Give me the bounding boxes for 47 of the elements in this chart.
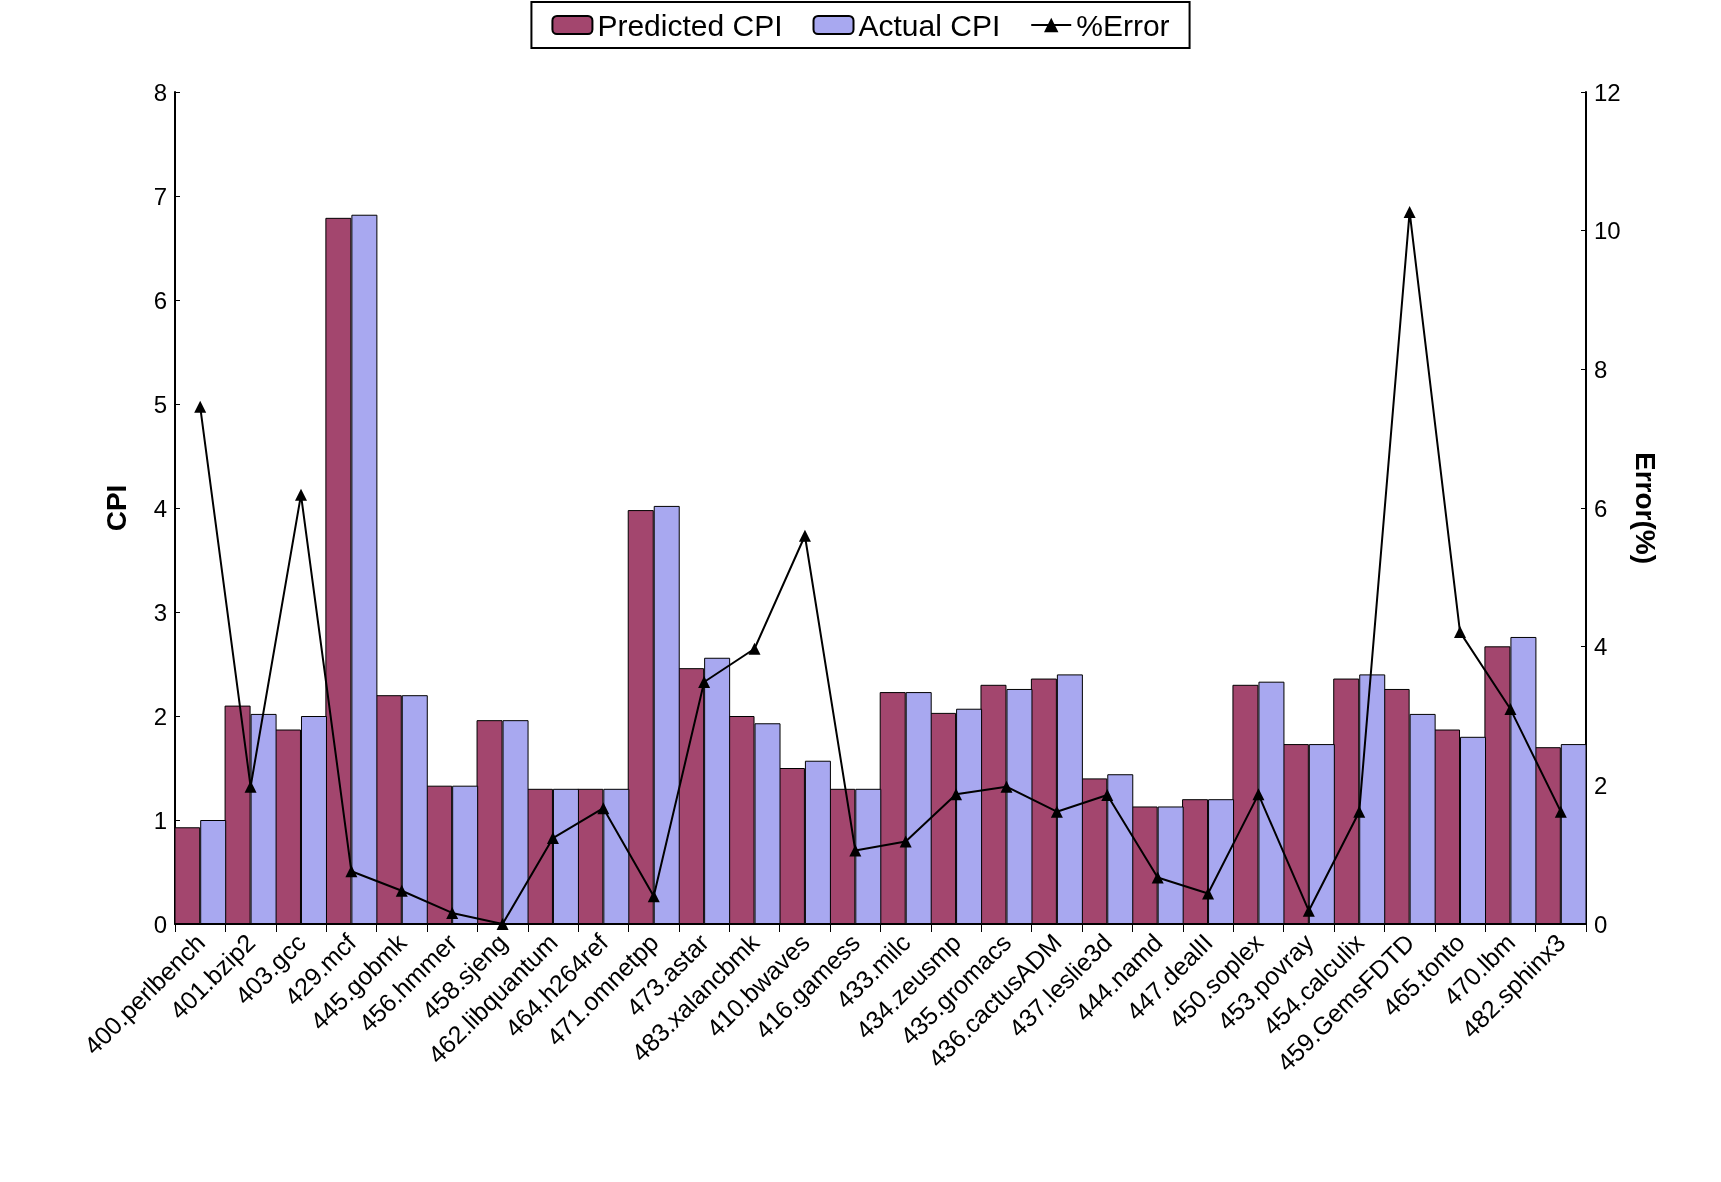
y2-tick-label: 12 [1594,78,1621,106]
y2-tick-label: 6 [1594,494,1608,522]
y2-tick-label: 8 [1594,355,1608,383]
y-tick-label: 8 [153,78,167,106]
point [1252,788,1265,801]
point [1504,703,1517,716]
legend-label: Predicted CPI [597,8,783,42]
point [899,835,912,848]
y-tick-label: 7 [153,182,167,210]
point [1151,871,1164,884]
point [496,918,509,930]
y-tick-label: 3 [153,598,167,626]
point [1202,887,1215,900]
point [1050,805,1063,818]
y2-axis-title: Error(%) [1630,451,1662,565]
point [294,488,307,501]
point [1454,626,1467,639]
y-tick-label: 1 [153,806,167,834]
y2-tick-label: 0 [1594,910,1608,938]
point [849,844,862,857]
y-tick-label: 0 [153,910,167,938]
point [1000,780,1013,793]
point [748,642,761,655]
y-tick-label: 4 [153,494,167,522]
y-axis-title: CPI [100,484,132,532]
point [345,865,358,878]
point [1554,805,1567,818]
point [798,529,811,542]
point [1302,904,1315,917]
point [647,890,660,903]
y-tick-label: 6 [153,286,167,314]
point [698,676,711,689]
point [1101,789,1114,802]
point [395,884,408,897]
y2-tick-label: 10 [1594,217,1621,245]
y-tick-label: 2 [153,702,167,730]
point [546,832,559,845]
point [194,400,207,413]
y-tick-label: 5 [153,390,167,418]
point [597,802,610,815]
point [446,906,459,919]
legend-label: %Error [1076,8,1170,42]
point [950,788,963,801]
legend-label: Actual CPI [858,8,1001,42]
point [1403,205,1416,218]
y2-tick-label: 4 [1594,633,1608,661]
y2-tick-label: 2 [1594,771,1608,799]
